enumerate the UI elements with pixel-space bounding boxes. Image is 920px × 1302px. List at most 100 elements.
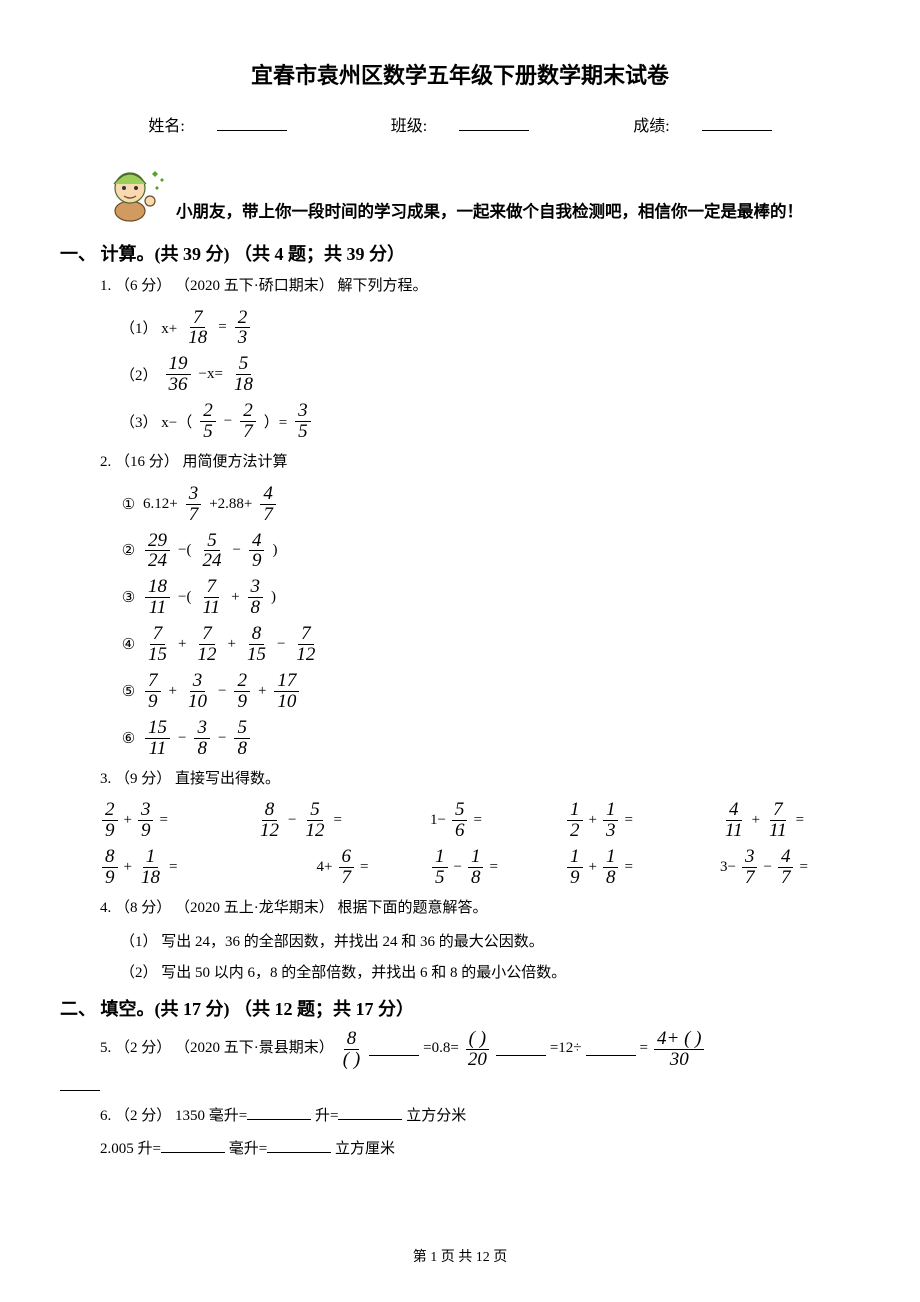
t: +	[231, 589, 239, 606]
op: +	[589, 859, 597, 876]
frac-n: 7	[298, 624, 314, 645]
t: +	[258, 683, 266, 700]
q5-blank2[interactable]	[496, 1043, 546, 1056]
q2-e2: ② 2924 −( 524 − 49 )	[120, 531, 860, 572]
frac-d: 9	[567, 868, 583, 888]
frac-d: 8	[234, 739, 250, 759]
frac-d: 3	[235, 328, 251, 348]
eq: =	[473, 812, 481, 829]
q6-blank3[interactable]	[161, 1140, 225, 1153]
q5-stem: 5. （2 分） （2020 五下·景县期末）	[100, 1036, 334, 1062]
intro-text: 小朋友，带上你一段时间的学习成果，一起来做个自我检测吧，相信你一定是最棒的！	[176, 198, 860, 226]
q1-p3: （3） x−（ 25 − 27 ）= 35	[120, 401, 860, 442]
frac-d: 5	[432, 868, 448, 888]
t: −	[218, 683, 226, 700]
eq: =	[218, 319, 226, 336]
name-blank[interactable]	[217, 116, 287, 131]
frac-d: 12	[194, 645, 219, 665]
frac-d: 8	[468, 868, 484, 888]
eq: =	[159, 812, 167, 829]
frac-n: 8	[344, 1029, 360, 1050]
eq: =	[360, 859, 368, 876]
q5-blank4[interactable]	[60, 1078, 100, 1091]
q1-p1-pre: （1） x+	[120, 317, 177, 338]
eq: =	[624, 859, 632, 876]
t: +	[169, 683, 177, 700]
frac-n: 2	[234, 671, 250, 692]
frac-n: 7	[145, 671, 161, 692]
frac-n: 2	[200, 401, 216, 422]
t: 立方分米	[406, 1108, 466, 1124]
frac-n: 19	[166, 354, 191, 375]
circ-3: ③	[120, 588, 137, 607]
op: +	[589, 812, 597, 829]
frac-d: 7	[240, 422, 256, 442]
page-footer: 第 1 页 共 12 页	[0, 1246, 920, 1266]
frac-n: 1	[567, 847, 583, 868]
score-label: 成绩:	[633, 118, 669, 135]
frac-d: 8	[248, 598, 264, 618]
frac-n: 1	[143, 847, 159, 868]
frac-n: 1	[432, 847, 448, 868]
frac-n: 8	[262, 800, 278, 821]
frac-d: 7	[778, 868, 794, 888]
frac-d: 7	[339, 868, 355, 888]
q5-blank3[interactable]	[586, 1043, 636, 1056]
name-label: 姓名:	[148, 118, 184, 135]
frac-n: 3	[248, 577, 264, 598]
frac-n: ( )	[466, 1029, 489, 1050]
frac-n: 7	[150, 624, 166, 645]
q6-line1: 6. （2 分） 1350 毫升= 升= 立方分米	[100, 1104, 860, 1130]
op: +	[124, 859, 132, 876]
frac-n: 3	[194, 718, 210, 739]
t: −(	[178, 589, 191, 606]
q5-blank1[interactable]	[369, 1043, 419, 1056]
frac-n: 3	[190, 671, 206, 692]
eq: =	[624, 812, 632, 829]
frac-d: 11	[199, 598, 223, 618]
frac-d: 11	[722, 821, 746, 841]
frac-d: 18	[138, 868, 163, 888]
q1-p3-pre: （3） x−（	[120, 411, 192, 432]
t: 6.12+	[143, 496, 178, 513]
q6-blank4[interactable]	[267, 1140, 331, 1153]
frac-d: 8	[194, 739, 210, 759]
footer-a: 第	[413, 1250, 431, 1265]
frac-d: 9	[102, 868, 118, 888]
frac-n: 7	[190, 308, 206, 329]
q2-e4: ④ 715 + 712 + 815 − 712	[120, 624, 860, 665]
frac-n: 5	[307, 800, 323, 821]
frac-d: 18	[231, 375, 256, 395]
frac-n: 5	[204, 531, 220, 552]
eq: =	[799, 859, 807, 876]
frac-n: 7	[770, 800, 786, 821]
frac-n: 15	[145, 718, 170, 739]
frac-n: 5	[236, 354, 252, 375]
t: =0.8=	[423, 1036, 459, 1062]
q2-e6: ⑥ 1511 − 38 − 58	[120, 718, 860, 759]
frac-n: 8	[102, 847, 118, 868]
frac-n: 3	[138, 800, 154, 821]
q6-blank2[interactable]	[338, 1107, 402, 1120]
op: −	[288, 812, 296, 829]
t: )	[272, 542, 277, 559]
t: 毫升=	[229, 1141, 267, 1157]
frac-n: 29	[145, 531, 170, 552]
t: +	[227, 636, 235, 653]
op: −	[224, 413, 232, 430]
t: 6. （2 分） 1350 毫升=	[100, 1108, 247, 1124]
q6-blank1[interactable]	[247, 1107, 311, 1120]
t: −	[218, 730, 226, 747]
frac-n: 8	[249, 624, 265, 645]
q3-row2: 89 + 118 = 4+ 67 = 15 − 18 = 19 + 18 = 3…	[100, 847, 860, 888]
q4-stem: 4. （8 分） （2020 五上·龙华期末） 根据下面的题意解答。	[100, 896, 860, 922]
q3-row1: 29 + 39 = 812 − 512 = 1− 56 = 12 + 13 = …	[100, 800, 860, 841]
frac-n: 5	[234, 718, 250, 739]
eq: =	[489, 859, 497, 876]
class-blank[interactable]	[459, 116, 529, 131]
frac-n: 2	[102, 800, 118, 821]
circ-6: ⑥	[120, 729, 137, 748]
frac-d: 24	[199, 551, 224, 571]
score-blank[interactable]	[702, 116, 772, 131]
eq: −x=	[199, 366, 223, 383]
